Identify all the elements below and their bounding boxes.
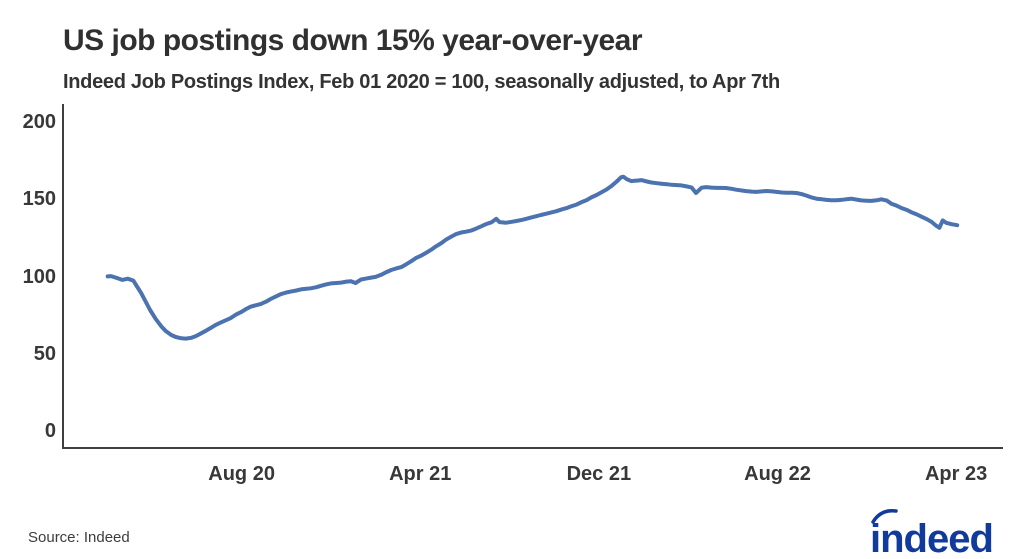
x-tick-label: Aug 22 bbox=[744, 463, 811, 485]
chart-title: US job postings down 15% year-over-year bbox=[63, 24, 643, 57]
indeed-logo: indeed bbox=[866, 506, 1016, 559]
chart-subtitle: Indeed Job Postings Index, Feb 01 2020 =… bbox=[63, 71, 780, 93]
y-tick-label: 0 bbox=[44, 420, 56, 443]
x-tick-label: Apr 21 bbox=[389, 463, 452, 485]
y-tick-label: 100 bbox=[22, 265, 56, 288]
indeed-logo-text: indeed bbox=[870, 517, 993, 558]
indeed-logo-graphic: indeed bbox=[870, 508, 994, 559]
indeed-logo-accent-swoosh bbox=[871, 508, 898, 524]
source-note: Source: Indeed bbox=[28, 529, 130, 546]
x-tick-label: Apr 23 bbox=[924, 463, 988, 485]
x-tick-label: Aug 20 bbox=[208, 463, 275, 485]
x-tick-label: Dec 21 bbox=[566, 463, 632, 485]
y-tick-label: 150 bbox=[22, 188, 56, 211]
job-postings-index-line bbox=[105, 174, 960, 341]
y-tick-label: 50 bbox=[33, 343, 56, 366]
y-tick-label: 200 bbox=[22, 110, 56, 133]
